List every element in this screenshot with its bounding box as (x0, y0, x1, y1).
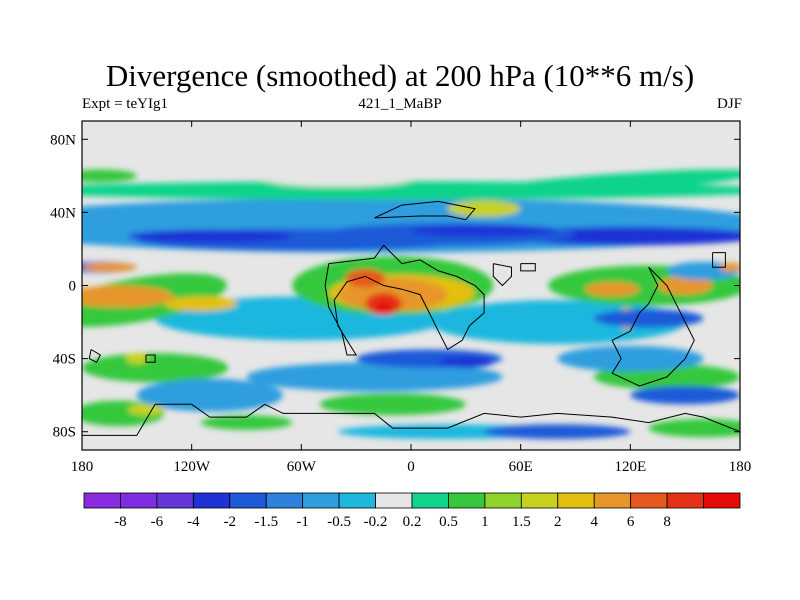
x-tick-label: 60W (287, 459, 317, 475)
field-s-green-w (82, 353, 229, 383)
field-eq-red-c3 (374, 301, 393, 313)
se-asia-coast (611, 266, 695, 387)
field-s-blue-e (630, 386, 740, 405)
africa-coast (324, 244, 485, 356)
colorbar-swatch (557, 492, 595, 509)
island-ne (520, 263, 536, 272)
colorbar-label: -8 (114, 514, 127, 530)
colorbar-label: -1.5 (254, 514, 278, 530)
colorbar-swatch (593, 492, 632, 509)
field-eq-orange-nw (82, 262, 137, 272)
field-s-yellow-sw2 (127, 404, 165, 416)
colorbar-swatch (375, 492, 413, 509)
y-tick-label: 40S (53, 352, 76, 368)
field-eq-orange-e2 (657, 276, 713, 295)
colorbar-swatch (411, 492, 449, 509)
colorbar-label: 6 (627, 514, 635, 530)
colorbar-swatch (229, 492, 267, 509)
field-s-yellow-sw (125, 353, 148, 365)
field-s-green-se (648, 418, 740, 438)
field-band-n-deep (127, 229, 293, 243)
colorbar-label: -1 (296, 514, 309, 530)
colorbar-label: 0.5 (439, 514, 458, 530)
season-label: DJF (716, 96, 742, 112)
x-tick-label: 120E (614, 459, 646, 475)
map-plot-area: 180 120W 60W 0 60E 120E 180 80N 40N 0 40S 80S (50, 120, 752, 475)
colorbar-swatch (156, 492, 194, 509)
antarctic-coast (82, 403, 740, 436)
field-s-blue-s (484, 424, 631, 440)
colorbar-swatch (83, 492, 121, 509)
experiment-label: Expt = teYIg1 (82, 96, 168, 112)
island-s (145, 354, 156, 363)
colorbar-label: 4 (590, 514, 598, 530)
field-band-n-yellow (447, 200, 521, 217)
field-s-cyan-e (557, 345, 704, 372)
colorbar-swatch (120, 492, 158, 509)
island-east (712, 252, 726, 268)
field-band-ne-green (466, 169, 740, 197)
field-band-n-deep-2 (411, 225, 558, 237)
colorbar-label: 0.2 (403, 514, 422, 530)
colorbar-swatch (338, 492, 376, 509)
field-s-green-c (319, 393, 466, 416)
field-band-n-light (264, 172, 411, 187)
y-tick-label: 0 (69, 279, 77, 295)
colorbar-swatch (302, 492, 340, 509)
colorbar-label: -4 (187, 514, 200, 530)
field-band-n-green-nw (82, 169, 137, 183)
colorbar-swatch (630, 492, 668, 509)
x-tick-label: 0 (407, 459, 415, 475)
field-eq-red-c (345, 269, 386, 288)
field-eq-yellow-w (164, 296, 238, 312)
colorbar-swatch (484, 492, 522, 509)
x-tick-label: 120W (173, 459, 211, 475)
run-label: 421_1_MaBP (358, 96, 442, 112)
field-s-green-c2 (200, 415, 293, 430)
field-eq-orange-e (584, 281, 640, 297)
colorbar-swatch (666, 492, 704, 509)
colorbar: -8 -6 -4 -2 -1.5 -1 -0.5 -0.2 0.2 0.5 1 1.5 2 4 6 8 (83, 492, 741, 530)
field-eq-blue-e (593, 309, 704, 328)
colorbar-label: -2 (224, 514, 237, 530)
colorbar-label: 8 (663, 514, 671, 530)
y-tick-label: 80N (50, 132, 76, 148)
colorbar-swatch (448, 492, 486, 509)
colorbar-label: -0.2 (364, 514, 388, 530)
x-tick-label: 180 (729, 459, 752, 475)
field-eq-orange-w (82, 285, 174, 308)
colorbar-label: -6 (151, 514, 164, 530)
y-tick-label: 80S (53, 425, 76, 441)
colorbar-swatch (192, 492, 231, 509)
colorbar-label: 1 (481, 514, 489, 530)
field-s-cyan-w (136, 378, 284, 412)
india-coast (492, 263, 512, 287)
y-tick-label: 40N (50, 205, 76, 221)
x-tick-label: 60E (509, 459, 533, 475)
asia-coast (374, 200, 476, 221)
colorbar-swatch (520, 492, 559, 509)
colorbar-label: 2 (554, 514, 562, 530)
colorbar-swatch (265, 492, 304, 509)
colorbar-label: 1.5 (512, 514, 531, 530)
colorbar-swatch (703, 492, 741, 509)
field-s-cyan-c (246, 362, 503, 392)
field-s-deep-c (438, 356, 494, 368)
colorbar-label: -0.5 (327, 514, 351, 530)
nz-coast (88, 349, 101, 363)
x-tick-label: 180 (71, 459, 94, 475)
chart-title: Divergence (smoothed) at 200 hPa (10**6 … (105, 58, 695, 93)
